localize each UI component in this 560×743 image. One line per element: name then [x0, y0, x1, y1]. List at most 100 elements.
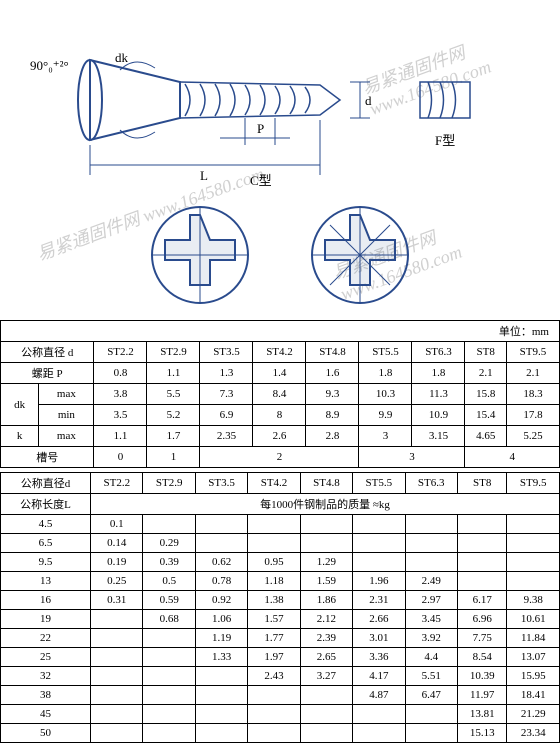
min-label: min	[39, 405, 94, 426]
table-cell: 3.15	[412, 426, 465, 447]
table-cell: 18.41	[507, 686, 560, 705]
col-header: ST5.5	[353, 473, 405, 494]
table-cell	[353, 705, 405, 724]
table-cell	[353, 553, 405, 572]
svg-text:P: P	[257, 121, 264, 136]
table-cell: 2.6	[253, 426, 306, 447]
mass-table: 公称直径d ST2.2 ST2.9 ST3.5 ST4.2 ST4.8 ST5.…	[0, 472, 560, 743]
table-cell: 9.9	[359, 405, 412, 426]
table-cell: 2.43	[248, 667, 300, 686]
table-cell: 15.8	[465, 384, 506, 405]
table-cell: 4.4	[405, 648, 457, 667]
table-cell: 18.3	[506, 384, 559, 405]
table-cell: 2.49	[405, 572, 457, 591]
table-cell: 2.12	[300, 610, 352, 629]
length-cell: 4.5	[1, 515, 91, 534]
table-cell: 5.51	[405, 667, 457, 686]
table-cell: 8.54	[457, 648, 507, 667]
table-cell	[457, 572, 507, 591]
col-header: ST8	[457, 473, 507, 494]
nominal-dia-header: 公称直径d	[1, 473, 91, 494]
k-label: k	[1, 426, 39, 447]
max-label: max	[39, 426, 94, 447]
nominal-len-header: 公称长度L	[1, 494, 91, 515]
table-cell: 0.62	[195, 553, 247, 572]
table-cell: 7.75	[457, 629, 507, 648]
table-cell	[457, 553, 507, 572]
table-cell: 2.8	[306, 426, 359, 447]
table-cell: 2	[200, 447, 359, 468]
table-cell: 2.1	[506, 363, 559, 384]
table-cell: 3.92	[405, 629, 457, 648]
table-cell: 4.65	[465, 426, 506, 447]
table-cell: 5.2	[147, 405, 200, 426]
table-cell: 0.25	[91, 572, 143, 591]
table-cell: 10.61	[507, 610, 560, 629]
table-cell: 0.92	[195, 591, 247, 610]
table-cell	[300, 686, 352, 705]
table-cell: 9.3	[306, 384, 359, 405]
dk-label: dk	[1, 384, 39, 426]
dimensions-table: 单位：mm 公称直径 d ST2.2 ST2.9 ST3.5 ST4.2 ST4…	[0, 320, 560, 468]
table-cell: 2.39	[300, 629, 352, 648]
table-cell	[91, 724, 143, 743]
table-cell: 1.6	[306, 363, 359, 384]
table-cell: 3	[359, 447, 465, 468]
table-cell: 0.29	[143, 534, 195, 553]
table-cell: 17.8	[506, 405, 559, 426]
table-cell: 3.36	[353, 648, 405, 667]
table-cell	[353, 515, 405, 534]
length-cell: 22	[1, 629, 91, 648]
table-cell	[405, 515, 457, 534]
table-cell: 3.8	[94, 384, 147, 405]
length-cell: 13	[1, 572, 91, 591]
table-cell: 1.19	[195, 629, 247, 648]
table-cell	[248, 534, 300, 553]
col-header: ST2.2	[91, 473, 143, 494]
table-cell	[143, 667, 195, 686]
length-cell: 25	[1, 648, 91, 667]
length-cell: 50	[1, 724, 91, 743]
table-cell: 1.3	[200, 363, 253, 384]
table-cell	[143, 648, 195, 667]
table-cell	[405, 724, 457, 743]
table-cell	[248, 724, 300, 743]
table-cell	[300, 534, 352, 553]
table-cell: 0.95	[248, 553, 300, 572]
unit-label: 单位：mm	[1, 321, 560, 342]
table-cell: 2.65	[300, 648, 352, 667]
table-cell: 0.39	[143, 553, 195, 572]
table-cell: 6.47	[405, 686, 457, 705]
table-cell: 11.84	[507, 629, 560, 648]
table-cell	[91, 629, 143, 648]
table-cell: 13.81	[457, 705, 507, 724]
table-cell: 3.27	[300, 667, 352, 686]
table-cell: 1	[147, 447, 200, 468]
table-cell	[507, 572, 560, 591]
table-cell: 1.18	[248, 572, 300, 591]
table-cell: 4.17	[353, 667, 405, 686]
table-cell: 0.19	[91, 553, 143, 572]
col-header: ST4.2	[253, 342, 306, 363]
table-cell: 11.3	[412, 384, 465, 405]
length-cell: 6.5	[1, 534, 91, 553]
table-cell: 9.38	[507, 591, 560, 610]
table-cell: 1.8	[412, 363, 465, 384]
table-cell: 1.86	[300, 591, 352, 610]
table-cell: 6.96	[457, 610, 507, 629]
table-cell	[91, 686, 143, 705]
length-cell: 32	[1, 667, 91, 686]
table-cell: 4	[465, 447, 560, 468]
col-header: ST8	[465, 342, 506, 363]
table-cell	[405, 553, 457, 572]
col-header: ST9.5	[506, 342, 559, 363]
table-cell: 15.13	[457, 724, 507, 743]
table-cell	[143, 686, 195, 705]
table-cell: 10.9	[412, 405, 465, 426]
table-cell: 1.7	[147, 426, 200, 447]
table-cell: 3.5	[94, 405, 147, 426]
table-cell	[91, 610, 143, 629]
table-cell	[507, 534, 560, 553]
table-cell: 8	[253, 405, 306, 426]
col-header: ST9.5	[507, 473, 560, 494]
